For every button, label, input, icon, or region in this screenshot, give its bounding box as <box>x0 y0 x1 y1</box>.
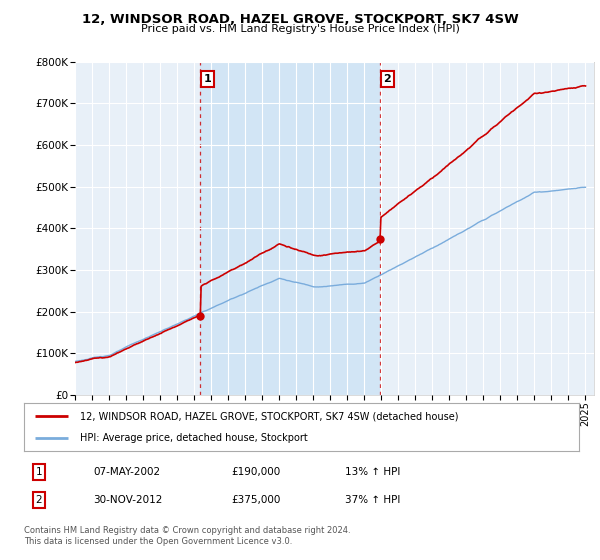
Text: £375,000: £375,000 <box>231 495 280 505</box>
Text: 2: 2 <box>35 495 43 505</box>
Text: 2: 2 <box>383 74 391 84</box>
Text: 30-NOV-2012: 30-NOV-2012 <box>93 495 163 505</box>
Text: 13% ↑ HPI: 13% ↑ HPI <box>345 467 400 477</box>
Text: 37% ↑ HPI: 37% ↑ HPI <box>345 495 400 505</box>
Text: Contains HM Land Registry data © Crown copyright and database right 2024.
This d: Contains HM Land Registry data © Crown c… <box>24 525 350 547</box>
Bar <box>200 62 380 395</box>
Text: Price paid vs. HM Land Registry's House Price Index (HPI): Price paid vs. HM Land Registry's House … <box>140 24 460 34</box>
Text: 1: 1 <box>35 467 43 477</box>
Text: £190,000: £190,000 <box>231 467 280 477</box>
Text: 12, WINDSOR ROAD, HAZEL GROVE, STOCKPORT, SK7 4SW (detached house): 12, WINDSOR ROAD, HAZEL GROVE, STOCKPORT… <box>79 411 458 421</box>
Text: 07-MAY-2002: 07-MAY-2002 <box>93 467 160 477</box>
Text: 12, WINDSOR ROAD, HAZEL GROVE, STOCKPORT, SK7 4SW: 12, WINDSOR ROAD, HAZEL GROVE, STOCKPORT… <box>82 13 518 26</box>
Text: HPI: Average price, detached house, Stockport: HPI: Average price, detached house, Stoc… <box>79 433 307 443</box>
Text: 1: 1 <box>203 74 211 84</box>
